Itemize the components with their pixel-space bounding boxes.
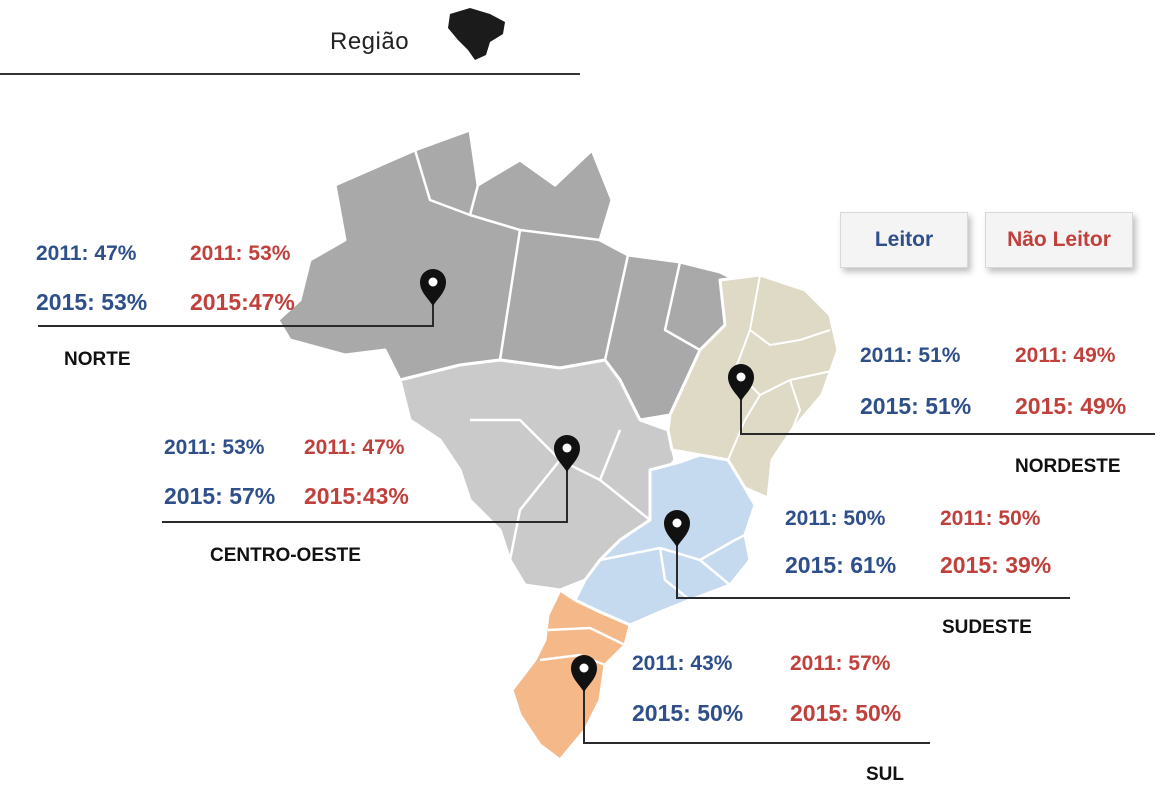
pin-icon-sul	[571, 655, 597, 692]
region-label-centro-oeste: CENTRO-OESTE	[210, 545, 361, 566]
sul-nao-leitor-2011: 2011: 57%	[790, 652, 891, 675]
legend-leitor-button[interactable]: Leitor	[840, 212, 968, 268]
leader-line-sudeste	[676, 536, 1070, 599]
legend-nao-leitor-button[interactable]: Não Leitor	[985, 212, 1133, 268]
sudeste-nao-leitor-2015: 2015: 39%	[940, 552, 1052, 578]
sul-leitor-2011: 2011: 43%	[632, 652, 733, 675]
sul-nao-leitor-2015: 2015: 50%	[790, 700, 902, 726]
norte-leitor-2011: 2011: 47%	[36, 242, 137, 265]
nordeste-nao-leitor-2015: 2015: 49%	[1015, 393, 1127, 419]
nordeste-nao-leitor-2011: 2011: 49%	[1015, 344, 1116, 367]
brazil-icon	[448, 8, 505, 60]
region-label-nordeste: NORDESTE	[1015, 456, 1121, 477]
region-label-sudeste: SUDESTE	[942, 617, 1032, 638]
pin-icon-centro-oeste	[554, 435, 580, 472]
norte-leitor-2015: 2015: 53%	[36, 289, 148, 315]
centro-oeste-nao-leitor-2011: 2011: 47%	[304, 436, 405, 459]
nordeste-state-borders	[727, 274, 837, 461]
pin-icon-nordeste	[728, 364, 754, 401]
legend-nao-leitor-label: Não Leitor	[1007, 228, 1111, 251]
leader-line-sul	[583, 680, 930, 744]
centro-oeste-leitor-2015: 2015: 57%	[164, 483, 276, 509]
region-shape-nordeste	[666, 273, 840, 500]
title-divider	[0, 73, 580, 75]
sudeste-state-borders	[599, 533, 746, 601]
pin-icon-sudeste	[664, 510, 690, 547]
sudeste-leitor-2015: 2015: 61%	[785, 552, 897, 578]
sul-leitor-2015: 2015: 50%	[632, 700, 744, 726]
sudeste-nao-leitor-2011: 2011: 50%	[940, 507, 1041, 530]
leader-line-nordeste	[740, 390, 1155, 435]
leader-line-centro-oeste	[162, 462, 568, 523]
sudeste-leitor-2011: 2011: 50%	[785, 507, 886, 530]
centro-oeste-nao-leitor-2015: 2015:43%	[304, 483, 409, 509]
region-label-sul: SUL	[866, 764, 904, 785]
sul-state-borders	[539, 626, 626, 667]
region-label-norte: NORTE	[64, 349, 131, 370]
nordeste-leitor-2015: 2015: 51%	[860, 393, 972, 419]
page-title: Região	[330, 28, 410, 55]
leader-lines	[38, 295, 1155, 744]
nordeste-leitor-2011: 2011: 51%	[860, 344, 961, 367]
pin-icon-norte	[420, 269, 446, 306]
centro-oeste-leitor-2011: 2011: 53%	[164, 436, 265, 459]
legend-leitor-label: Leitor	[874, 228, 934, 251]
norte-state-borders	[413, 129, 701, 361]
norte-nao-leitor-2011: 2011: 53%	[190, 242, 291, 265]
norte-nao-leitor-2015: 2015:47%	[190, 289, 295, 315]
